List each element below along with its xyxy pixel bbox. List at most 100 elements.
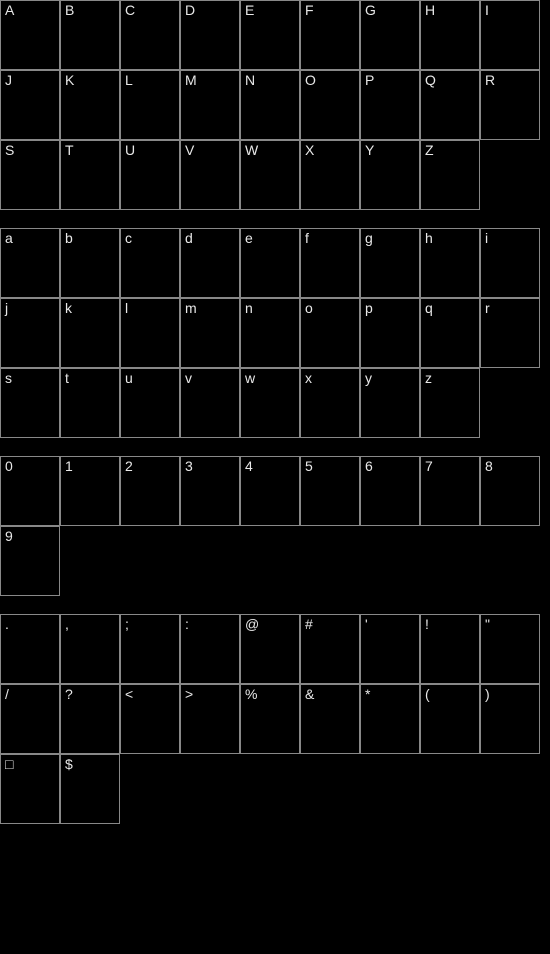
glyph-label: ' [365,617,368,631]
glyph-label: # [305,617,313,631]
glyph-cell: 8 [480,456,540,526]
glyph-label: 1 [65,459,73,473]
glyph-label: I [485,3,489,17]
glyph-label: P [365,73,374,87]
glyph-label: A [5,3,14,17]
glyph-label: J [5,73,12,87]
glyph-label: 6 [365,459,373,473]
glyph-label: l [125,301,128,315]
glyph-label: 9 [5,529,13,543]
glyph-cell: ! [420,614,480,684]
glyph-cell: O [300,70,360,140]
glyph-cell: x [300,368,360,438]
glyph-cell: S [0,140,60,210]
glyph-label: * [365,687,370,701]
glyph-label: 8 [485,459,493,473]
glyph-cell: 5 [300,456,360,526]
glyph-label: d [185,231,193,245]
glyph-label: w [245,371,255,385]
glyph-label: e [245,231,253,245]
glyph-label: / [5,687,9,701]
glyph-label: L [125,73,133,87]
glyph-cell: I [480,0,540,70]
glyph-label: G [365,3,376,17]
glyph-cell: < [120,684,180,754]
glyph-cell: k [60,298,120,368]
glyph-label: > [185,687,193,701]
glyph-label: M [185,73,197,87]
glyph-cell: R [480,70,540,140]
glyph-label: h [425,231,433,245]
glyph-label: o [305,301,313,315]
glyph-label: j [5,301,8,315]
glyph-label: r [485,301,490,315]
glyph-label: v [185,371,192,385]
glyph-label: N [245,73,255,87]
glyph-cell: W [240,140,300,210]
glyph-cell: m [180,298,240,368]
glyph-label: % [245,687,257,701]
glyph-cell: P [360,70,420,140]
glyph-cell: z [420,368,480,438]
glyph-label: x [305,371,312,385]
glyph-section-lowercase: abcdefghijklmnopqrstuvwxyz [0,228,550,438]
glyph-cell: h [420,228,480,298]
glyph-cell: # [300,614,360,684]
glyph-cell: Z [420,140,480,210]
glyph-label: t [65,371,69,385]
glyph-label: b [65,231,73,245]
glyph-label: $ [65,757,73,771]
glyph-cell: u [120,368,180,438]
glyph-cell: i [480,228,540,298]
glyph-cell: 9 [0,526,60,596]
glyph-label: U [125,143,135,157]
glyph-label: Q [425,73,436,87]
glyph-label: E [245,3,254,17]
glyph-cell: D [180,0,240,70]
glyph-cell: @ [240,614,300,684]
glyph-cell: t [60,368,120,438]
glyph-label: @ [245,617,259,631]
glyph-cell: G [360,0,420,70]
glyph-cell: l [120,298,180,368]
glyph-cell: F [300,0,360,70]
glyph-label: f [305,231,309,245]
glyph-cell: p [360,298,420,368]
glyph-cell: 2 [120,456,180,526]
glyph-cell: N [240,70,300,140]
section-gap [0,596,550,614]
glyph-cell: 0 [0,456,60,526]
glyph-label: O [305,73,316,87]
glyph-label: ; [125,617,129,631]
glyph-cell: j [0,298,60,368]
glyph-label: □ [5,757,13,771]
glyph-label: ( [425,687,430,701]
glyph-label: . [5,617,9,631]
glyph-cell: b [60,228,120,298]
glyph-cell: 7 [420,456,480,526]
glyph-label: C [125,3,135,17]
glyph-label: 7 [425,459,433,473]
glyph-cell: V [180,140,240,210]
section-gap [0,438,550,456]
glyph-label: Y [365,143,374,157]
glyph-cell: J [0,70,60,140]
glyph-cell: ) [480,684,540,754]
glyph-cell: : [180,614,240,684]
glyph-cell: ( [420,684,480,754]
glyph-cell: Q [420,70,480,140]
glyph-cell: g [360,228,420,298]
glyph-label: ? [65,687,73,701]
glyph-label: , [65,617,69,631]
glyph-label: F [305,3,314,17]
glyph-cell: e [240,228,300,298]
glyph-cell: n [240,298,300,368]
glyph-section-digits: 01 23 4 56 7 8 9 [0,456,550,596]
glyph-label: 3 [185,459,193,473]
glyph-label: z [425,371,432,385]
glyph-label: 4 [245,459,253,473]
glyph-cell: d [180,228,240,298]
glyph-cell: U [120,140,180,210]
glyph-section-symbols: .,;:@#'!"/?<>%&*()□$ [0,614,550,824]
glyph-cell: 1 [60,456,120,526]
